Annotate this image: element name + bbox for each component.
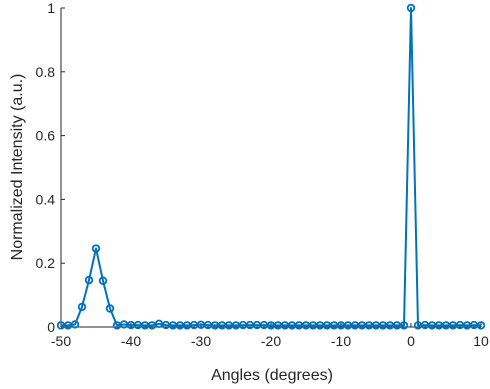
y-tick-label: 0.4 <box>36 191 56 207</box>
series-group <box>56 3 486 330</box>
x-tick-label: -40 <box>121 333 141 349</box>
y-axis-label: Normalized Intensity (a.u.) <box>9 74 26 261</box>
data-point <box>406 3 416 13</box>
y-tick-label: 0.6 <box>36 128 56 144</box>
data-point <box>98 276 108 285</box>
data-point <box>91 244 101 253</box>
y-tick-label: 0.8 <box>36 64 56 80</box>
series-line <box>61 7 482 327</box>
x-ticks: -50 -40 -30 -20 -10 0 10 <box>51 323 489 349</box>
x-axis-label: Angles (degrees) <box>211 367 333 384</box>
y-tick-label: 0 <box>47 319 55 335</box>
x-tick-label: -50 <box>51 333 71 349</box>
data-point <box>77 302 87 312</box>
data-point <box>105 304 115 313</box>
data-point <box>70 320 80 329</box>
data-point <box>84 275 94 285</box>
x-tick-label: 10 <box>473 333 489 349</box>
y-tick-label: 1 <box>47 0 55 16</box>
x-tick-label: -30 <box>191 333 211 349</box>
data-point <box>399 321 409 330</box>
axes <box>60 8 481 328</box>
x-tick-label: 0 <box>407 333 415 349</box>
x-tick-label: -20 <box>261 333 281 349</box>
y-tick-label: 0.2 <box>36 255 56 271</box>
x-tick-label: -10 <box>331 333 351 349</box>
data-point <box>476 321 486 330</box>
y-ticks: 0 0.2 0.4 0.6 0.8 1 <box>36 0 65 335</box>
